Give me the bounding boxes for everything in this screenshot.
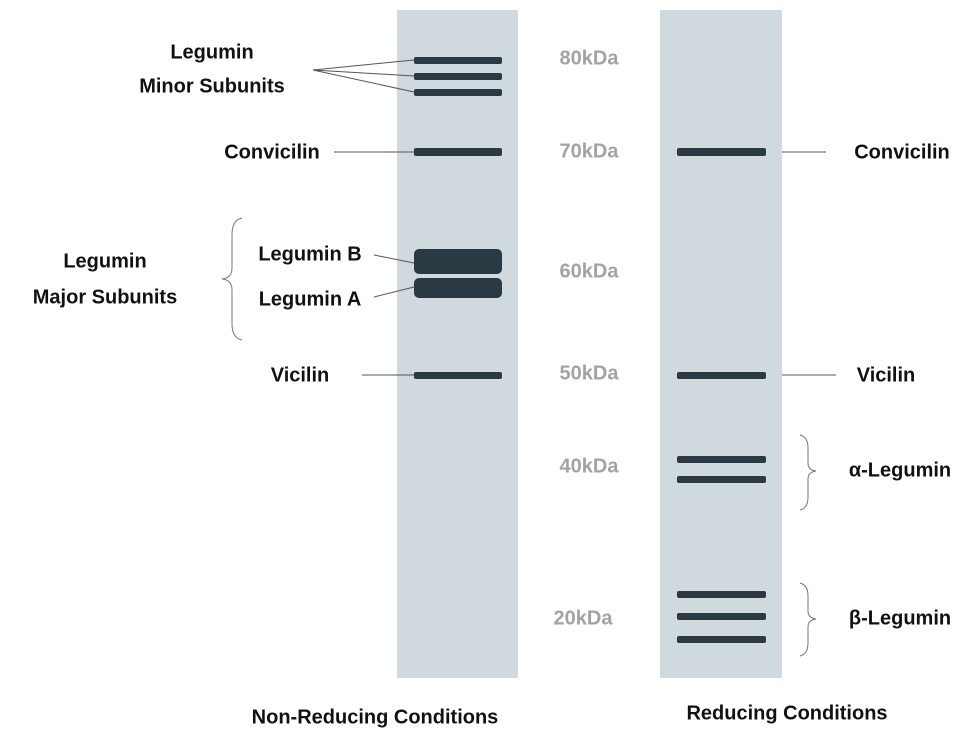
marker-label: 60kDa	[560, 260, 620, 282]
marker-label: 70kDa	[560, 140, 620, 162]
brace	[799, 582, 817, 657]
band	[414, 372, 502, 379]
band	[677, 636, 766, 643]
lane	[397, 10, 518, 678]
label: Legumin	[63, 250, 146, 272]
band	[677, 148, 766, 156]
band	[414, 89, 502, 96]
band	[414, 249, 502, 274]
marker-label: 80kDa	[560, 47, 620, 69]
band	[414, 57, 502, 64]
label: Convicilin	[854, 141, 950, 163]
label: Vicilin	[857, 364, 916, 386]
band	[414, 73, 502, 80]
lane-title: Reducing Conditions	[686, 702, 887, 724]
marker-label: 20kDa	[554, 607, 614, 629]
leader-line	[373, 286, 415, 298]
band	[414, 148, 502, 156]
band	[677, 372, 766, 379]
label: Convicilin	[224, 141, 320, 163]
brace	[799, 434, 817, 511]
band	[677, 591, 766, 598]
band	[677, 456, 766, 463]
label: β-Legumin	[849, 607, 951, 629]
band	[677, 613, 766, 620]
brace	[221, 217, 243, 341]
lane-title: Non-Reducing Conditions	[252, 706, 499, 728]
leader-line	[312, 59, 415, 93]
marker-label: 40kDa	[560, 455, 620, 477]
label: Legumin A	[259, 288, 362, 310]
label: α-Legumin	[849, 459, 951, 481]
label: Major Subunits	[33, 286, 177, 308]
label: Minor Subunits	[139, 75, 285, 97]
label: Legumin B	[258, 243, 361, 265]
band	[414, 278, 502, 298]
marker-label: 50kDa	[560, 362, 620, 384]
band	[677, 476, 766, 483]
label: Vicilin	[271, 364, 330, 386]
leader-line	[373, 254, 415, 264]
label: Legumin	[170, 41, 253, 63]
lane	[660, 10, 782, 678]
